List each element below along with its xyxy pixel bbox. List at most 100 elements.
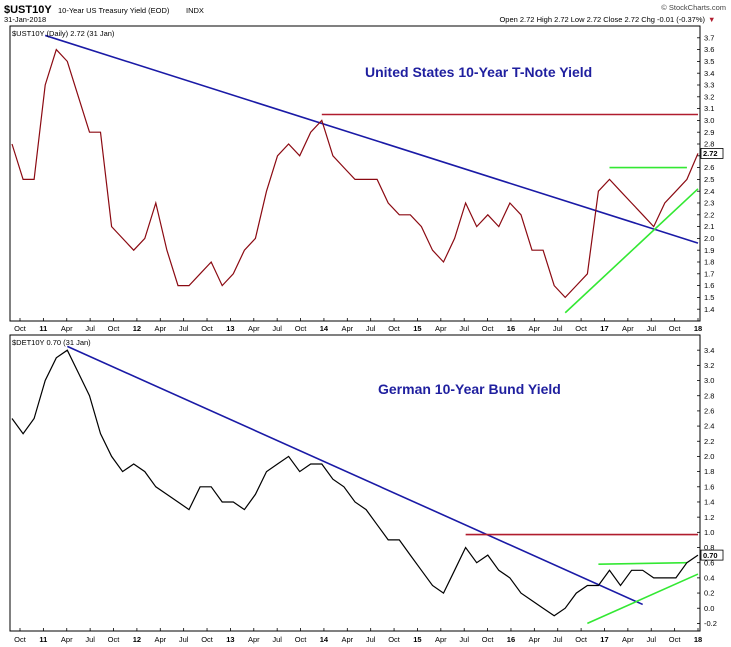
bund-y-tick-label: 1.2 bbox=[704, 513, 714, 522]
bund-y-tick-label: 1.6 bbox=[704, 482, 714, 491]
bund-y-tick-label: 2.6 bbox=[704, 406, 714, 415]
bund-last-value-label: 0.70 bbox=[703, 551, 718, 560]
bund-panel: -0.2 0.0 0.2 0.4 0.6 0.8 1.0 1.2 1.4 1.6 1.8 2.0 2.2… bbox=[9, 334, 724, 632]
bund-y-tick-label: 3.2 bbox=[704, 361, 714, 370]
copyright: © StockCharts.com bbox=[661, 3, 726, 12]
ust-plot-frame bbox=[9, 25, 701, 322]
bund-x-tick-label: Apr bbox=[341, 635, 353, 644]
ust-x-tick-label: Jul bbox=[366, 324, 376, 333]
bund-x-tick-label: Apr bbox=[248, 635, 260, 644]
header-description: 10-Year US Treasury Yield (EOD) bbox=[58, 6, 170, 15]
ust-x-tick-label: Jul bbox=[553, 324, 563, 333]
ust-last-value: 2.72 bbox=[700, 148, 724, 159]
bund-x-tick-label: 18 bbox=[694, 635, 702, 644]
ust-y-tick-label: 3.4 bbox=[704, 69, 714, 78]
bund-y-tick-label: 1.8 bbox=[704, 467, 714, 476]
ust-panel: 1.4 1.5 1.6 1.7 1.8 1.9 2.0 2.1 2.2 2.3 2.4 2.5 2.6 2… bbox=[9, 25, 724, 322]
bund-x-tick-label: Oct bbox=[669, 635, 682, 644]
bund-x-tick-label: 14 bbox=[320, 635, 329, 644]
ust-x-tick-label: Apr bbox=[248, 324, 260, 333]
ust-y-tick-label: 1.7 bbox=[704, 269, 714, 278]
bund-x-tick-label: 15 bbox=[413, 635, 421, 644]
bund-x-tick-label: 11 bbox=[39, 635, 47, 644]
bund-last-value-box bbox=[700, 549, 724, 561]
ust-x-tick-label: 12 bbox=[133, 324, 141, 333]
bund-x-tick-label: Oct bbox=[388, 635, 401, 644]
header-symbol: $UST10Y bbox=[4, 4, 52, 16]
ust-x-tick-label: Oct bbox=[295, 324, 308, 333]
ust-y-tick-label: 2.6 bbox=[704, 163, 714, 172]
bund-y-tick-label: 0.8 bbox=[704, 543, 714, 552]
ust-y-tick-label: 2.0 bbox=[704, 234, 714, 243]
bund-x-tick-label: Jul bbox=[553, 635, 563, 644]
ust-y-tick-label: 3.5 bbox=[704, 57, 714, 66]
bund-plot-frame bbox=[9, 334, 701, 632]
ust-x-tick-label: Oct bbox=[14, 324, 27, 333]
ust-y-tick-label: 2.4 bbox=[704, 187, 714, 196]
ust-y-tick-label: 3.0 bbox=[704, 116, 714, 125]
ust-title: United States 10-Year T-Note Yield bbox=[365, 64, 592, 80]
ust-y-tick-label: 1.5 bbox=[704, 293, 714, 302]
ust-x-tick-label: Jul bbox=[459, 324, 469, 333]
bund-trendlines bbox=[66, 345, 699, 625]
ust-y-tick-label: 2.1 bbox=[704, 222, 714, 231]
bund-x-tick-label: Oct bbox=[108, 635, 121, 644]
ust-last-value-label: 2.72 bbox=[703, 149, 718, 158]
bund-y-tick-label: 0.0 bbox=[704, 604, 714, 613]
header-date: 31-Jan-2018 bbox=[4, 15, 46, 24]
ust-y-tick-label: 1.9 bbox=[704, 246, 714, 255]
ust-x-tick-label: Apr bbox=[529, 324, 541, 333]
bund-y-tick-label: 2.8 bbox=[704, 391, 714, 400]
bund-x-tick-label: Oct bbox=[575, 635, 588, 644]
bund-x-tick-label: Oct bbox=[14, 635, 27, 644]
bund-legend: $DET10Y 0.70 (31 Jan) bbox=[12, 338, 91, 347]
bund-x-tick-label: Apr bbox=[622, 635, 634, 644]
ust-x-tick-label: Apr bbox=[622, 324, 634, 333]
bund-y-tick-label: 2.0 bbox=[704, 452, 714, 461]
ust-trendlines bbox=[44, 34, 699, 314]
ust-x-tick-label: 18 bbox=[694, 324, 702, 333]
ust-y-tick-label: 1.4 bbox=[704, 305, 714, 314]
bund-y-tick-label: 0.2 bbox=[704, 589, 714, 598]
bund-y-tick-label: 0.4 bbox=[704, 573, 714, 582]
ust-y-tick-label: 3.7 bbox=[704, 33, 714, 42]
bund-trendline-support-green bbox=[587, 573, 699, 625]
ust-x-axis: Oct 11 Apr Jul Oct 12 Apr Jul Oct 13 Apr Jul Oct 14 Ap… bbox=[14, 318, 702, 333]
bund-y-tick-label: -0.2 bbox=[704, 619, 717, 628]
ust-x-tick-label: Jul bbox=[179, 324, 189, 333]
ust-x-tick-label: Oct bbox=[575, 324, 588, 333]
bund-y-tick-label: 1.0 bbox=[704, 528, 714, 537]
ust-trendline-trend-blue bbox=[44, 34, 699, 244]
ust-y-tick-label: 3.2 bbox=[704, 92, 714, 101]
ust-x-tick-label: Oct bbox=[201, 324, 214, 333]
ust-x-tick-label: Apr bbox=[435, 324, 447, 333]
ust-legend: $UST10Y (Daily) 2.72 (31 Jan) bbox=[12, 29, 115, 38]
ust-yield-line bbox=[11, 48, 699, 299]
bund-x-tick-label: Oct bbox=[201, 635, 214, 644]
bund-y-tick-label: 2.2 bbox=[704, 437, 714, 446]
bund-x-tick-label: Oct bbox=[295, 635, 308, 644]
bund-x-tick-label: Oct bbox=[482, 635, 495, 644]
ust-x-tick-label: 15 bbox=[413, 324, 421, 333]
bund-y-tick-label: 2.4 bbox=[704, 422, 714, 431]
ust-x-tick-label: Oct bbox=[388, 324, 401, 333]
bund-x-tick-label: 17 bbox=[600, 635, 608, 644]
bund-y-tick-label: 3.0 bbox=[704, 376, 714, 385]
ust-x-tick-label: Apr bbox=[61, 324, 73, 333]
ust-x-tick-label: 11 bbox=[39, 324, 47, 333]
bund-last-value: 0.70 bbox=[700, 549, 724, 561]
bund-x-tick-label: Apr bbox=[529, 635, 541, 644]
bund-x-tick-label: 12 bbox=[133, 635, 141, 644]
ust-y-tick-label: 3.6 bbox=[704, 45, 714, 54]
bund-yield-line bbox=[11, 349, 699, 617]
bund-y-tick-label: 0.6 bbox=[704, 558, 714, 567]
bund-y-tick-label: 3.4 bbox=[704, 346, 714, 355]
header-exchange: INDX bbox=[186, 6, 204, 15]
bund-trendline-trend-blue bbox=[66, 345, 644, 606]
bund-x-tick-label: Jul bbox=[272, 635, 282, 644]
bund-x-tick-label: Apr bbox=[154, 635, 166, 644]
header-chg-marker: ▼ bbox=[708, 15, 715, 24]
ust-x-tick-label: Apr bbox=[341, 324, 353, 333]
ust-y-tick-label: 1.8 bbox=[704, 258, 714, 267]
